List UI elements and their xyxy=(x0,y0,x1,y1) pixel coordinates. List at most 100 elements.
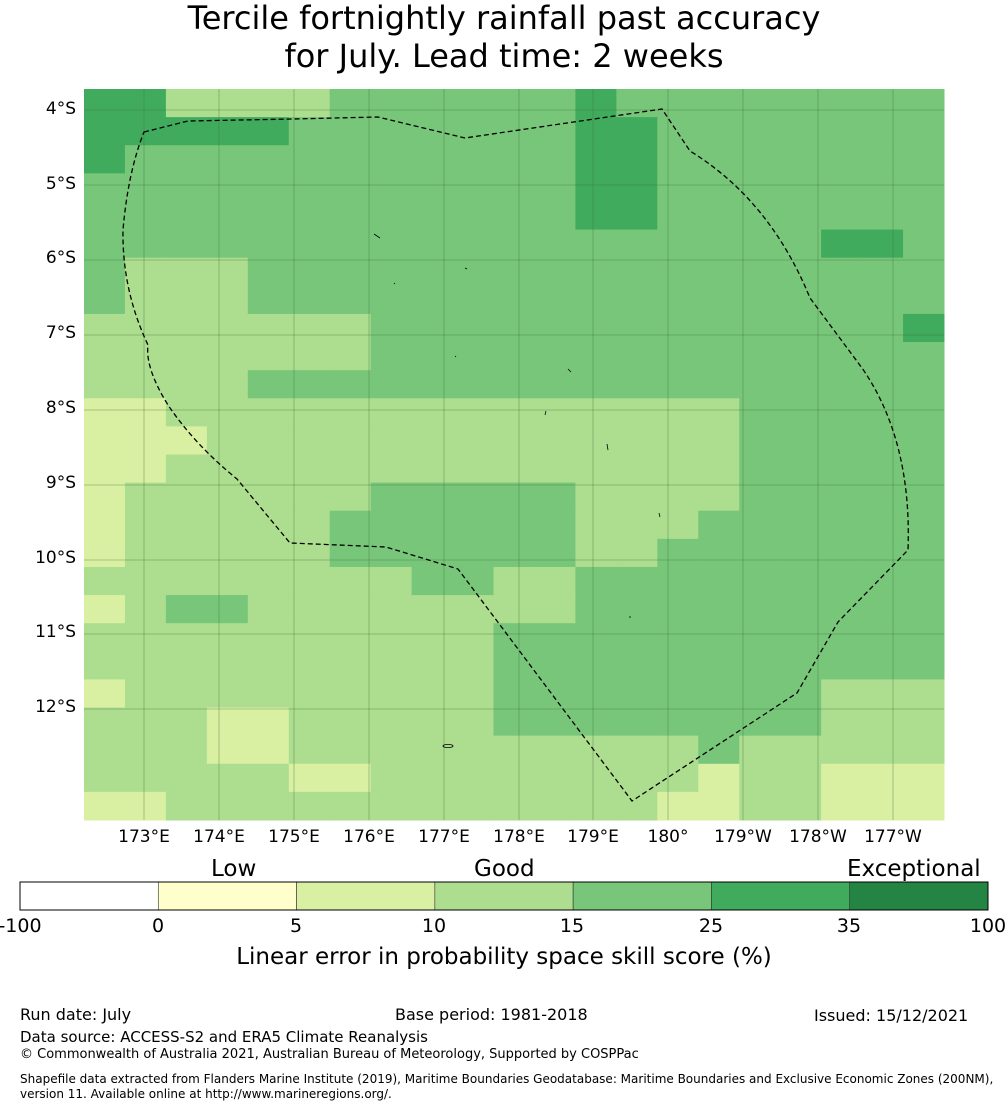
grid-cell xyxy=(698,89,740,118)
grid-cell xyxy=(206,679,249,709)
grid-cell xyxy=(698,595,740,624)
grid-cell xyxy=(534,679,576,709)
grid-cell xyxy=(124,370,167,399)
grid-cell xyxy=(821,538,863,568)
grid-cell xyxy=(329,257,372,287)
grid-cell xyxy=(247,342,290,371)
grid-cell xyxy=(862,370,904,399)
grid-cell xyxy=(739,763,781,793)
grid-cell xyxy=(411,791,454,821)
grid-cell xyxy=(657,707,699,737)
grid-cell xyxy=(780,426,822,455)
grid-cell xyxy=(862,595,904,624)
grid-cell xyxy=(739,707,781,737)
grid-cell xyxy=(616,566,658,596)
grid-cell xyxy=(780,89,822,118)
grid-cell xyxy=(698,707,740,737)
grid-cell xyxy=(329,173,372,202)
grid-cell xyxy=(124,707,167,737)
colorbar-tick: 5 xyxy=(289,915,303,937)
grid-cell xyxy=(165,566,208,596)
grid-cell xyxy=(862,117,904,146)
grid-cell xyxy=(780,595,822,624)
grid-cell xyxy=(411,454,454,484)
grid-cell xyxy=(657,89,699,118)
grid-cell xyxy=(821,201,863,231)
grid-cell xyxy=(370,566,413,596)
grid-cell xyxy=(575,679,617,709)
grid-cell xyxy=(411,257,454,287)
grid-cell xyxy=(247,623,290,652)
grid-cell xyxy=(370,651,413,680)
grid-cell xyxy=(84,201,126,231)
grid-cell xyxy=(821,426,863,455)
grid-cell xyxy=(288,791,331,821)
grid-cell xyxy=(165,173,208,202)
grid-cell xyxy=(657,229,699,259)
grid-cell xyxy=(862,623,904,652)
grid-cell xyxy=(657,257,699,287)
grid-cell xyxy=(165,398,208,427)
grid-cell xyxy=(288,566,331,596)
grid-cell xyxy=(370,623,413,652)
grid-cell xyxy=(288,173,331,202)
grid-cell xyxy=(84,538,126,568)
grid-cell xyxy=(657,342,699,371)
grid-cell xyxy=(452,426,495,455)
grid-cell xyxy=(493,257,535,287)
grid-cell xyxy=(616,398,658,427)
grid-cell xyxy=(698,201,740,231)
grid-cell xyxy=(288,229,331,259)
colorbar-segment xyxy=(572,881,712,911)
grid-cell xyxy=(329,313,372,343)
grid-cell xyxy=(657,117,699,146)
grid-cell xyxy=(534,173,576,202)
grid-cell xyxy=(657,426,699,455)
grid-cell xyxy=(616,651,658,680)
grid-cell xyxy=(84,257,126,287)
grid-cell xyxy=(206,257,249,287)
grid-cell xyxy=(821,623,863,652)
grid-cell xyxy=(411,229,454,259)
grid-cell xyxy=(698,342,740,371)
grid-cell xyxy=(780,763,822,793)
grid-cell xyxy=(534,651,576,680)
colorbar-tick: 15 xyxy=(559,915,585,937)
lat-label: 4°S xyxy=(45,99,76,119)
grid-cell xyxy=(206,707,249,737)
lon-label: 173°E xyxy=(118,827,170,847)
grid-cell xyxy=(288,482,331,512)
grid-cell xyxy=(247,482,290,512)
grid-cell xyxy=(206,763,249,793)
grid-cell xyxy=(616,257,658,287)
grid-cell xyxy=(452,285,495,315)
grid-cell xyxy=(247,229,290,259)
grid-cell xyxy=(370,679,413,709)
grid-cell xyxy=(288,257,331,287)
grid-cell xyxy=(903,173,945,202)
shapefile-credit-line1: Shapefile data extracted from Flanders M… xyxy=(20,1072,994,1086)
grid-cell xyxy=(698,763,740,793)
grid-cell xyxy=(84,623,126,652)
grid-cell xyxy=(862,173,904,202)
grid-cell xyxy=(862,791,904,821)
grid-cell xyxy=(206,538,249,568)
grid-cell xyxy=(739,285,781,315)
grid-cell xyxy=(288,454,331,484)
lat-label: 11°S xyxy=(35,622,76,642)
grid-cell xyxy=(534,370,576,399)
grid-cell xyxy=(616,313,658,343)
grid-cell xyxy=(329,117,372,146)
grid-cell xyxy=(493,482,535,512)
grid-cell xyxy=(821,707,863,737)
grid-cell xyxy=(493,707,535,737)
grid-cell xyxy=(493,538,535,568)
grid-cell xyxy=(124,595,167,624)
grid-cell xyxy=(288,679,331,709)
grid-cell xyxy=(616,285,658,315)
grid-cell xyxy=(370,510,413,540)
grid-cell xyxy=(206,313,249,343)
grid-cell xyxy=(739,679,781,709)
grid-cell xyxy=(411,707,454,737)
grid-cell xyxy=(575,482,617,512)
